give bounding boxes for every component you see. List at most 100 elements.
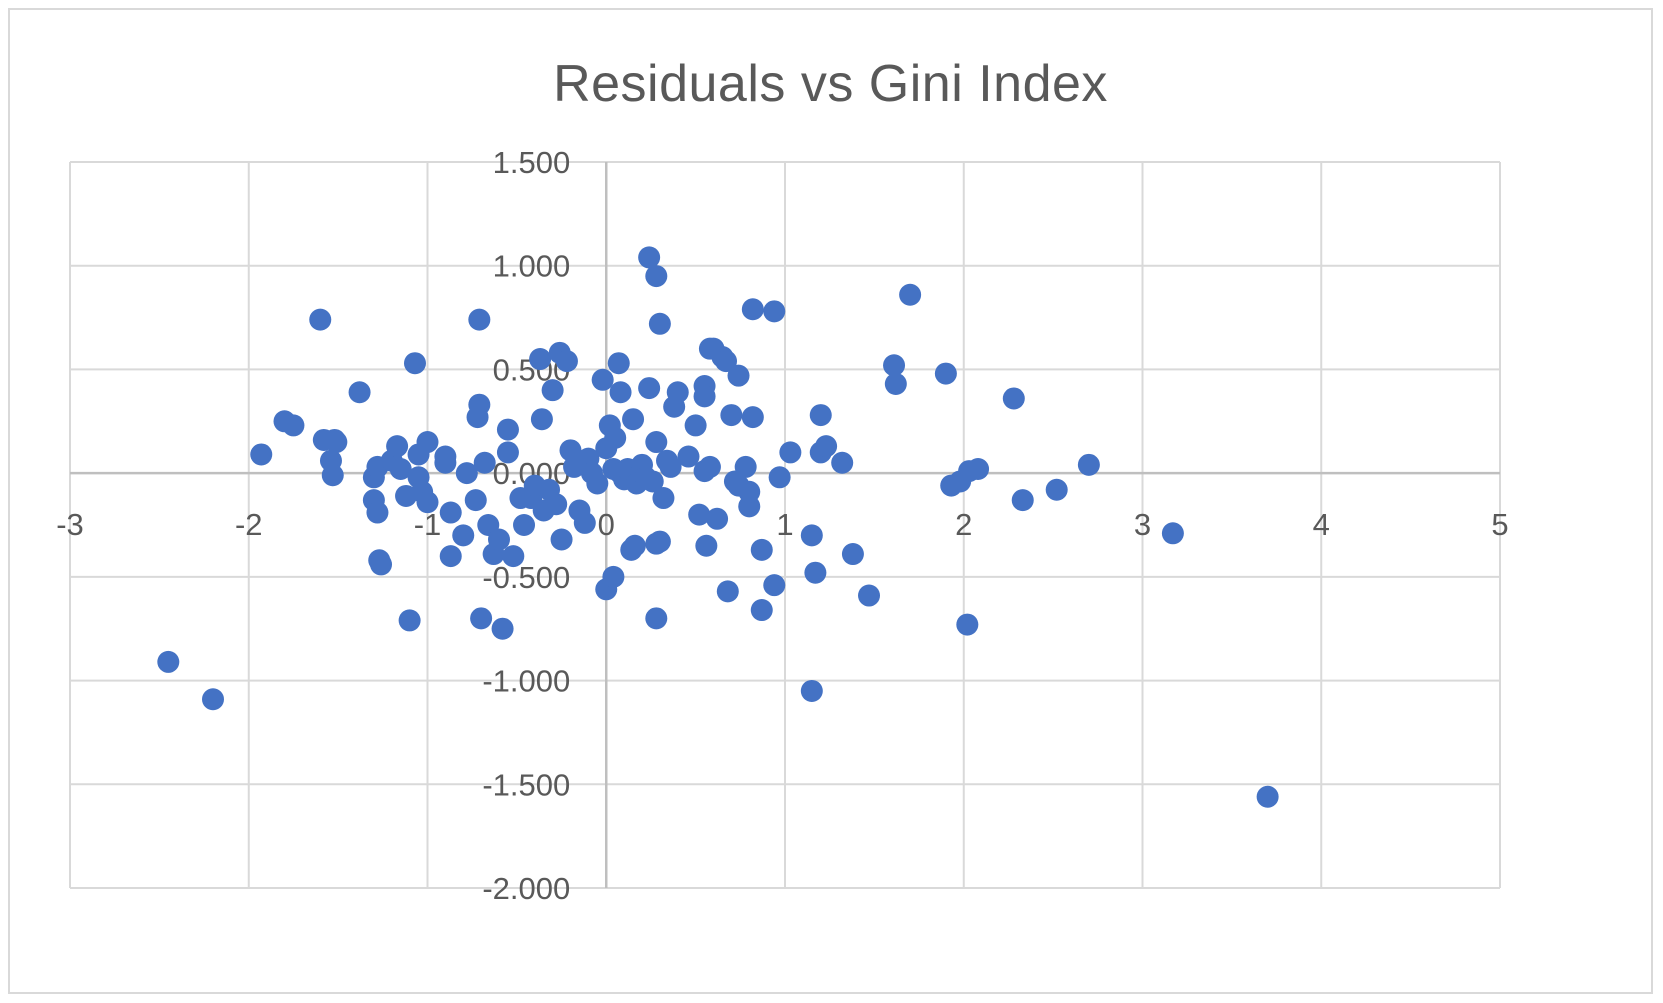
data-point — [652, 487, 675, 510]
data-point — [468, 393, 491, 416]
data-points — [157, 246, 1279, 808]
data-point — [622, 408, 645, 431]
data-point — [321, 464, 344, 487]
data-point — [695, 534, 718, 557]
data-point — [1161, 522, 1184, 545]
y-tick-label: 1.000 — [493, 249, 571, 284]
data-point — [389, 457, 412, 480]
data-point — [688, 503, 711, 526]
data-point — [366, 501, 389, 524]
data-point — [555, 350, 578, 373]
data-point — [282, 414, 305, 437]
data-point — [529, 348, 552, 371]
data-point — [779, 441, 802, 464]
data-point — [591, 368, 614, 391]
data-point — [720, 404, 743, 427]
data-point — [666, 381, 689, 404]
x-tick-label: -2 — [235, 507, 263, 542]
data-point — [470, 607, 493, 630]
data-point — [763, 574, 786, 597]
tick-labels: -3 -2 -1 0 1 2 3 4 51.5001.0000.5000.000-0.500-1… — [56, 145, 1508, 906]
data-point — [815, 435, 838, 458]
data-point — [645, 607, 668, 630]
data-point — [716, 580, 739, 603]
data-point — [502, 545, 525, 568]
y-tick-label: -0.500 — [482, 560, 570, 595]
data-point — [734, 455, 757, 478]
y-tick-label: -1.000 — [482, 664, 570, 699]
data-point — [1077, 453, 1100, 476]
x-tick-label: 1 — [776, 507, 793, 542]
data-point — [455, 462, 478, 485]
data-point — [464, 489, 487, 512]
data-point — [715, 350, 738, 373]
data-point — [403, 352, 426, 375]
data-point — [684, 414, 707, 437]
data-point — [530, 408, 553, 431]
x-tick-label: 0 — [598, 507, 615, 542]
data-point — [416, 491, 439, 514]
data-point — [513, 514, 536, 536]
data-point — [677, 445, 700, 468]
data-point — [1256, 785, 1279, 808]
data-point — [750, 538, 773, 561]
data-point — [645, 431, 668, 454]
x-tick-label: -3 — [56, 507, 84, 542]
data-point — [800, 679, 823, 702]
data-point — [809, 404, 832, 427]
data-point — [434, 451, 457, 474]
data-point — [370, 553, 393, 576]
data-point — [586, 472, 609, 495]
data-point — [202, 688, 224, 711]
data-point — [831, 451, 854, 474]
data-point — [439, 501, 462, 524]
data-point — [750, 599, 773, 622]
data-point — [884, 372, 907, 395]
data-point — [638, 246, 661, 269]
data-point — [883, 354, 906, 377]
data-point — [157, 650, 180, 673]
data-point — [607, 352, 630, 375]
data-point — [841, 543, 864, 566]
chart-title: Residuals vs Gini Index — [553, 55, 1108, 113]
data-point — [706, 507, 729, 530]
data-point — [496, 441, 519, 464]
data-point — [416, 431, 439, 454]
data-point — [623, 534, 646, 557]
data-point — [693, 385, 716, 408]
data-point — [645, 265, 668, 288]
data-point — [473, 451, 496, 474]
data-point — [468, 308, 491, 331]
data-point — [250, 443, 273, 466]
data-point — [559, 439, 582, 462]
data-point — [727, 364, 750, 387]
data-point — [602, 565, 625, 588]
data-point — [768, 466, 791, 489]
data-point — [741, 298, 764, 321]
data-point — [804, 561, 827, 584]
y-tick-label: 1.500 — [493, 145, 571, 180]
data-point — [1011, 489, 1034, 512]
data-point — [325, 431, 348, 454]
data-point — [698, 455, 721, 478]
data-point — [439, 545, 462, 568]
data-point — [659, 455, 682, 478]
chart-frame: Residuals vs Gini Index — [8, 8, 1653, 994]
data-point — [550, 528, 573, 551]
data-point — [573, 511, 596, 534]
data-point — [545, 493, 568, 516]
x-tick-label: 3 — [1134, 507, 1151, 542]
data-point — [738, 480, 761, 503]
x-tick-label: 5 — [1491, 507, 1508, 542]
data-point — [541, 379, 564, 402]
x-tick-label: 2 — [955, 507, 972, 542]
data-point — [741, 406, 764, 429]
data-point — [488, 528, 510, 551]
data-point — [967, 457, 990, 480]
gridlines — [69, 161, 1501, 889]
data-point — [648, 530, 671, 553]
data-point — [934, 362, 957, 385]
data-point — [638, 377, 661, 400]
x-tick-label: 4 — [1313, 507, 1330, 542]
